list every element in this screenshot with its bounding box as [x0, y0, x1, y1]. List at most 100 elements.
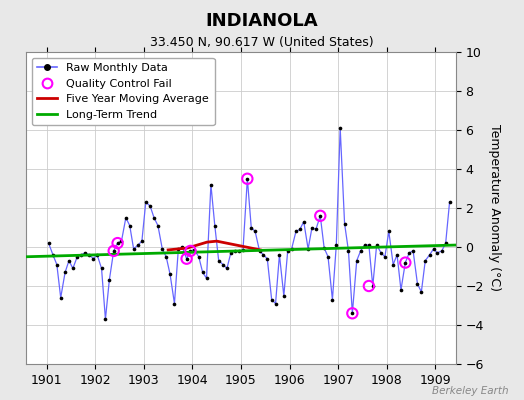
- Point: [304, 246, 312, 252]
- Point: [393, 252, 401, 258]
- Point: [438, 248, 446, 254]
- Point: [300, 218, 308, 225]
- Point: [356, 248, 365, 254]
- Point: [409, 248, 417, 254]
- Point: [178, 244, 187, 250]
- Legend: Raw Monthly Data, Quality Control Fail, Five Year Moving Average, Long-Term Tren: Raw Monthly Data, Quality Control Fail, …: [32, 58, 214, 125]
- Point: [117, 238, 126, 244]
- Point: [158, 246, 167, 252]
- Point: [231, 248, 239, 254]
- Point: [219, 261, 227, 268]
- Point: [182, 256, 191, 262]
- Point: [344, 248, 353, 254]
- Point: [316, 213, 324, 219]
- Point: [73, 254, 81, 260]
- Point: [93, 252, 101, 258]
- Point: [170, 300, 179, 307]
- Point: [353, 258, 361, 264]
- Point: [429, 246, 438, 252]
- Text: 33.450 N, 90.617 W (United States): 33.450 N, 90.617 W (United States): [150, 36, 374, 49]
- Point: [287, 246, 296, 252]
- Point: [336, 125, 344, 131]
- Point: [365, 283, 373, 289]
- Point: [227, 250, 235, 256]
- Point: [202, 275, 211, 282]
- Point: [235, 248, 243, 254]
- Point: [150, 214, 158, 221]
- Point: [308, 224, 316, 231]
- Point: [401, 259, 410, 266]
- Point: [138, 238, 146, 244]
- Point: [381, 254, 389, 260]
- Point: [405, 250, 413, 256]
- Point: [397, 287, 405, 293]
- Point: [421, 258, 430, 264]
- Point: [110, 248, 118, 254]
- Point: [206, 182, 215, 188]
- Point: [211, 222, 219, 229]
- Point: [259, 252, 268, 258]
- Point: [65, 258, 73, 264]
- Point: [247, 224, 255, 231]
- Point: [442, 240, 450, 246]
- Point: [271, 300, 280, 307]
- Point: [341, 220, 349, 227]
- Point: [187, 248, 195, 254]
- Point: [425, 252, 434, 258]
- Point: [105, 277, 114, 283]
- Point: [365, 242, 373, 248]
- Text: INDIANOLA: INDIANOLA: [206, 12, 318, 30]
- Point: [243, 176, 252, 182]
- Point: [141, 199, 150, 205]
- Point: [283, 248, 292, 254]
- Point: [194, 254, 203, 260]
- Point: [239, 247, 247, 253]
- Point: [122, 214, 130, 221]
- Point: [154, 222, 162, 229]
- Point: [263, 256, 271, 262]
- Point: [348, 310, 356, 316]
- Point: [134, 242, 142, 248]
- Point: [126, 222, 134, 229]
- Point: [413, 281, 422, 287]
- Point: [401, 259, 410, 266]
- Point: [146, 203, 155, 209]
- Point: [97, 265, 106, 272]
- Text: Berkeley Earth: Berkeley Earth: [432, 386, 508, 396]
- Point: [255, 248, 264, 254]
- Point: [445, 199, 454, 205]
- Point: [190, 247, 199, 253]
- Point: [320, 245, 329, 251]
- Point: [296, 226, 304, 233]
- Point: [129, 246, 138, 252]
- Point: [101, 316, 110, 322]
- Point: [373, 242, 381, 248]
- Point: [251, 228, 259, 234]
- Point: [45, 240, 53, 246]
- Point: [361, 242, 369, 248]
- Point: [110, 248, 118, 254]
- Point: [182, 256, 191, 262]
- Point: [324, 254, 332, 260]
- Point: [89, 256, 97, 262]
- Point: [328, 296, 336, 303]
- Point: [57, 294, 65, 301]
- Point: [162, 254, 170, 260]
- Point: [417, 289, 425, 295]
- Point: [316, 213, 324, 219]
- Point: [61, 269, 69, 276]
- Point: [280, 292, 288, 299]
- Y-axis label: Temperature Anomaly (°C): Temperature Anomaly (°C): [488, 124, 500, 292]
- Point: [199, 269, 207, 276]
- Point: [377, 250, 385, 256]
- Point: [223, 265, 231, 272]
- Point: [214, 258, 223, 264]
- Point: [174, 246, 182, 252]
- Point: [312, 226, 320, 233]
- Point: [49, 252, 57, 258]
- Point: [368, 283, 377, 289]
- Point: [113, 240, 122, 246]
- Point: [85, 252, 94, 258]
- Point: [81, 250, 89, 256]
- Point: [113, 240, 122, 246]
